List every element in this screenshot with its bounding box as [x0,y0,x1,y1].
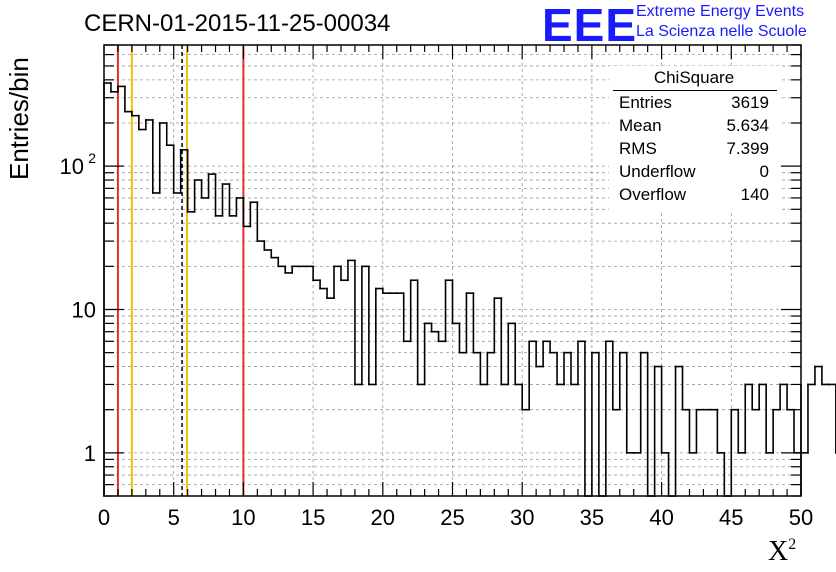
y-axis-label: Entries/bin [4,57,34,180]
y-tick-label: 1 [84,441,96,466]
x-tick-label: 50 [789,505,813,530]
x-tick-label: 10 [231,505,255,530]
y-tick-label: 10 [72,297,96,322]
stats-value: 3619 [731,93,769,112]
x-tick-label: 35 [580,505,604,530]
x-axis-label-sup: 2 [788,536,797,553]
x-tick-label: 40 [649,505,673,530]
y-tick-label: 10 [60,154,84,179]
stats-key: RMS [619,139,657,158]
stats-value: 5.634 [726,116,769,135]
stats-row-mean: Mean 5.634 [619,116,769,138]
histogram-series [103,82,836,497]
stats-divider [613,90,777,91]
stats-value: 7.399 [726,139,769,158]
stats-key: Entries [619,93,672,112]
stats-box: ChiSquare Entries 3619 Mean 5.634 RMS 7.… [609,66,779,212]
stats-title: ChiSquare [653,68,735,87]
stats-row-underflow: Underflow 0 [619,162,769,184]
stats-key: Underflow [619,162,696,181]
reference-lines [116,45,245,496]
x-tick-label: 45 [719,505,743,530]
stats-value: 0 [759,162,769,181]
x-tick-label: 5 [168,505,180,530]
x-tick-label: 15 [301,505,325,530]
stats-value: 140 [740,185,769,204]
chart-title: CERN-01-2015-11-25-00034 [84,10,391,37]
x-tick-label: 30 [510,505,534,530]
stats-row-rms: RMS 7.399 [619,139,769,161]
eee-logo: EEE [542,0,638,51]
logo-subtitle-2: La Scienza nelle Scuole [636,23,807,40]
x-axis-label-text: X [768,536,789,567]
y-tick-label-exponent: 2 [88,150,96,166]
stats-row-entries: Entries 3619 [619,93,769,115]
x-tick-label: 25 [440,505,464,530]
x-axis-label: X2 [768,536,796,568]
logo-subtitle-1: Extreme Energy Events [636,3,805,20]
stats-key: Mean [619,116,662,135]
x-tick-label: 20 [371,505,395,530]
x-tick-label: 0 [98,505,110,530]
stats-key: Overflow [619,185,687,204]
stats-row-overflow: Overflow 140 [619,185,769,207]
